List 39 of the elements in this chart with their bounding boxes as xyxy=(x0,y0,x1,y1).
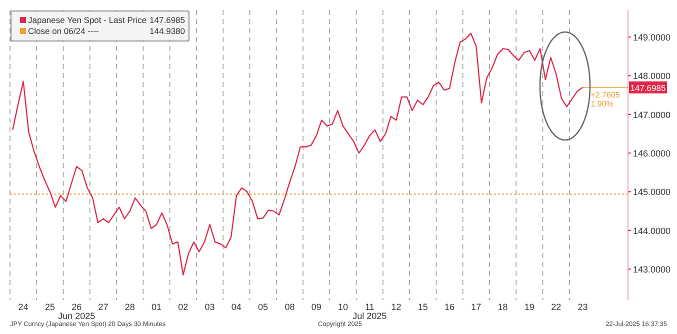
legend-label: Japanese Yen Spot - Last Price xyxy=(28,15,147,25)
text: 147.6985 xyxy=(150,15,185,25)
y-tick-label: 146.0000 xyxy=(633,148,671,159)
text: Jul 2025 xyxy=(352,311,387,321)
x-tick-label: 27 xyxy=(98,302,108,312)
x-tick-label: 17 xyxy=(471,302,482,312)
annotation: 144.9380 xyxy=(150,26,186,36)
x-tick-label: 12 xyxy=(391,302,402,312)
line-series xyxy=(12,32,584,276)
x-tick-label: 16 xyxy=(444,302,455,312)
y-tick-label: 143.0000 xyxy=(633,264,671,275)
x-tick-label: 03 xyxy=(204,302,215,312)
annotation: 1.90% xyxy=(590,99,614,108)
x-tick-label: 09 xyxy=(311,302,322,312)
x-tick-label: 01 xyxy=(152,302,162,312)
x-tick-label: 10 xyxy=(338,302,348,312)
x-tick-label: 25 xyxy=(44,302,55,312)
x-tick-label: 08 xyxy=(284,302,295,312)
x-tick-label: 02 xyxy=(178,302,188,312)
x-tick-label: 26 xyxy=(72,302,82,312)
x-tick-label: 22 xyxy=(551,302,562,312)
x-tick-label: 04 xyxy=(231,302,242,312)
x-tick-label: 15 xyxy=(418,302,428,312)
x-tick-label: 19 xyxy=(524,302,534,312)
text: Jun 2025 xyxy=(58,311,96,321)
y-tick-label: 147.0000 xyxy=(633,110,671,120)
annotation: 147.6985 xyxy=(630,82,666,93)
y-tick-label: 148.0000 xyxy=(633,71,671,82)
y-tick-label: 145.0000 xyxy=(633,187,671,198)
x-tick-label: 24 xyxy=(18,302,28,312)
y-tick-label: 144.0000 xyxy=(633,226,671,236)
x-tick-label: 18 xyxy=(498,302,508,312)
annotation: +2.7605 xyxy=(590,90,620,100)
legend-label: Close on 06/24 ---- xyxy=(28,26,100,36)
x-tick-label: 11 xyxy=(364,302,374,312)
x-tick-label: 23 xyxy=(578,302,588,312)
x-tick-label: 05 xyxy=(258,302,268,312)
x-tick-label: 28 xyxy=(124,302,135,312)
y-tick-label: 149.0000 xyxy=(633,32,671,43)
